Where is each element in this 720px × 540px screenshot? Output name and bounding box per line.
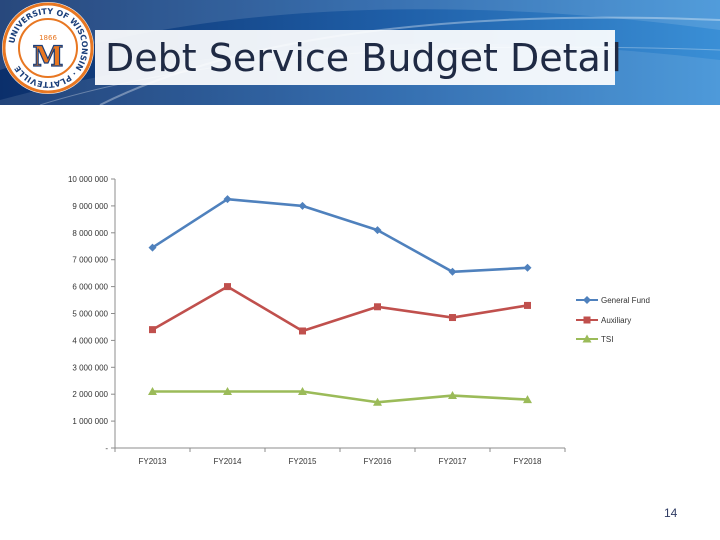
legend-marker (583, 316, 591, 324)
data-point-general-fund (373, 226, 382, 235)
y-axis: - 1 000 000 2 000 000 3 000 000 4 000 000 5 0… (68, 175, 116, 453)
legend-marker (583, 296, 591, 304)
series-auxiliary (149, 283, 531, 335)
data-point-general-fund (523, 263, 532, 272)
data-point-general-fund (298, 201, 307, 210)
data-point-tsi (148, 387, 157, 396)
y-tick-label: 5 000 000 (72, 310, 108, 319)
x-tick-label: FY2018 (513, 457, 542, 466)
y-tick-label: 9 000 000 (72, 202, 108, 211)
x-tick-label: FY2014 (213, 457, 242, 466)
legend-label: Auxiliary (601, 316, 631, 325)
series-layer (148, 195, 532, 406)
x-tick-label: FY2017 (438, 457, 467, 466)
data-point-tsi (373, 397, 382, 406)
university-seal-logo: UNIVERSITY OF WISCONSIN · PLATTEVILLE 18… (2, 2, 94, 94)
x-tick-label: FY2013 (138, 457, 167, 466)
svg-text:M: M (33, 40, 64, 73)
legend-label: General Fund (601, 296, 650, 305)
y-tick-label: 7 000 000 (72, 256, 108, 265)
data-point-auxiliary (224, 283, 231, 291)
legend-item-general-fund: General Fund (576, 296, 650, 305)
data-point-general-fund (148, 243, 157, 252)
data-point-general-fund (448, 267, 457, 276)
y-tick-label: 2 000 000 (72, 390, 108, 399)
data-point-auxiliary (149, 326, 156, 334)
data-point-auxiliary (374, 303, 381, 311)
data-point-auxiliary (524, 301, 531, 309)
y-tick-label: 8 000 000 (72, 229, 108, 238)
y-tick-label: 6 000 000 (72, 283, 108, 292)
debt-service-line-chart: - 1 000 000 2 000 000 3 000 000 4 000 000 5 0… (68, 175, 650, 466)
x-tick-label: FY2015 (288, 457, 317, 466)
title-banner: Debt Service Budget Detail UNIVERSITY OF… (0, 0, 720, 105)
data-point-general-fund (223, 195, 232, 204)
y-tick-label: 1 000 000 (72, 417, 108, 426)
data-point-tsi (223, 387, 232, 396)
series-tsi (148, 387, 532, 406)
y-tick-label: 3 000 000 (72, 363, 108, 372)
legend: General Fund Auxiliary TSI (576, 296, 650, 344)
legend-item-auxiliary: Auxiliary (576, 316, 631, 325)
page-title: Debt Service Budget Detail (105, 36, 622, 80)
data-point-tsi (523, 395, 532, 404)
series-line-auxiliary (151, 285, 528, 333)
y-tick-label: 10 000 000 (68, 175, 109, 184)
series-line-general-fund (151, 197, 528, 274)
legend-marker (582, 334, 592, 343)
data-point-auxiliary (299, 327, 306, 335)
x-tick-label: FY2016 (363, 457, 392, 466)
y-tick-label: - (105, 444, 108, 453)
data-point-tsi (448, 391, 457, 400)
data-point-tsi (298, 387, 307, 396)
series-line-tsi (152, 390, 528, 404)
svg-text:1866: 1866 (39, 34, 57, 42)
banner-background (0, 0, 720, 105)
y-tick-label: 4 000 000 (72, 336, 108, 345)
legend-item-tsi: TSI (576, 334, 613, 344)
legend-label: TSI (601, 335, 613, 344)
data-point-auxiliary (449, 314, 456, 322)
series-general-fund (148, 195, 532, 276)
x-axis: FY2013 FY2014 FY2015 FY2016 FY2017 FY2018 (114, 447, 566, 466)
page-number: 14 (664, 506, 678, 520)
